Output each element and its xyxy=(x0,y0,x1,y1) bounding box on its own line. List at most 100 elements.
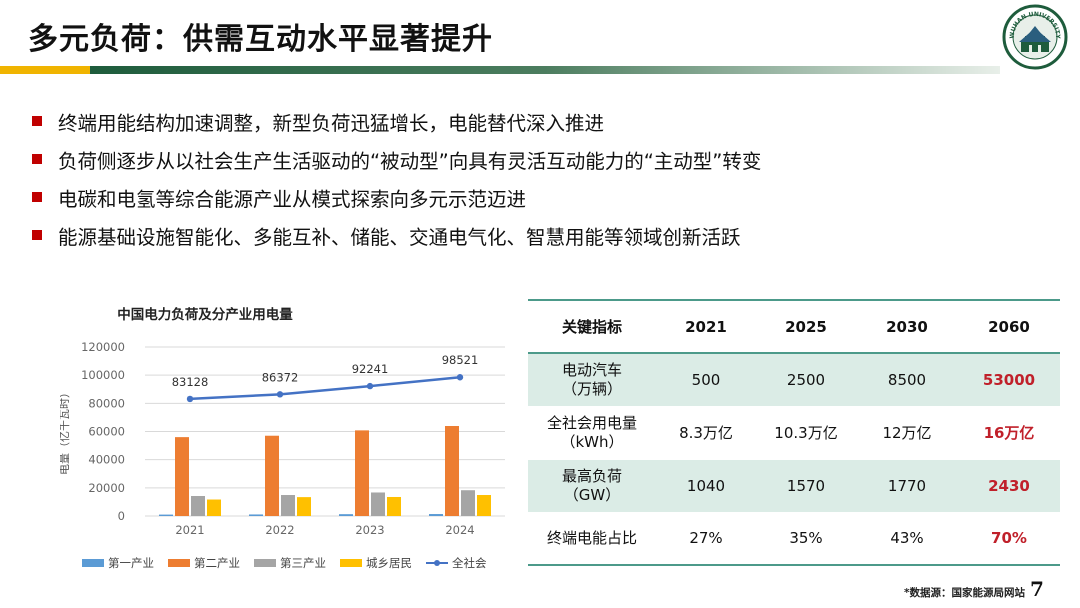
bar-第三产业 xyxy=(461,490,475,516)
chart-y-axis-label: 电量（亿千瓦时） xyxy=(60,387,71,475)
line-point xyxy=(276,391,284,398)
row-label-cell: 全社会用电量 （kWh） xyxy=(528,406,656,459)
bullet-square-icon xyxy=(32,116,42,126)
legend-swatch xyxy=(168,559,190,567)
row-label-cell: 最高负荷 （GW） xyxy=(528,459,656,512)
table-header-cell: 2060 xyxy=(958,299,1060,354)
series-line-全社会 xyxy=(189,376,461,401)
data-label: 92241 xyxy=(352,362,389,376)
bar-第一产业 xyxy=(339,514,353,516)
x-tick-label: 2021 xyxy=(175,523,204,537)
legend-label: 全社会 xyxy=(452,556,487,570)
table-cell: 500 xyxy=(656,353,756,406)
y-tick-label: 120000 xyxy=(81,340,125,354)
legend-swatch xyxy=(340,559,362,567)
bar-第一产业 xyxy=(249,514,263,516)
legend-label: 第一产业 xyxy=(108,556,154,570)
row-label-cell: 终端电能占比 xyxy=(546,528,637,547)
power-load-chart: 中国电力负荷及分产业用电量 电量（亿千瓦时） 0 20000 40000 60000 8… xyxy=(60,306,505,570)
data-source-note: *数据源：国家能源局网站 xyxy=(904,587,1025,599)
x-tick-label: 2022 xyxy=(265,523,294,537)
bullet-item: 负荷侧逐步从以社会生产生活驱动的“被动型”向具有灵活互动能力的“主动型”转变 xyxy=(32,140,761,178)
y-tick-label: 40000 xyxy=(88,453,125,467)
bar-城乡居民 xyxy=(387,496,401,516)
legend-label: 城乡居民 xyxy=(366,556,412,570)
y-tick-label: 60000 xyxy=(88,425,125,439)
table-header-cell: 2030 xyxy=(856,299,958,354)
bar-第三产业 xyxy=(371,492,385,516)
bullet-square-icon xyxy=(32,230,42,240)
key-indicator-table: 关键指标 2021 2025 2030 2060 电动汽车 （万辆） 500 25… xyxy=(528,299,1060,566)
table-cell-highlight: 16万亿 xyxy=(983,424,1035,442)
table-cell: 2500 xyxy=(756,353,856,406)
bar-第三产业 xyxy=(281,495,295,516)
bullet-text: 负荷侧逐步从以社会生产生活驱动的“被动型”向具有灵活互动能力的“主动型”转变 xyxy=(58,149,762,173)
table-header-cell: 2025 xyxy=(756,299,856,354)
table-cell: 8500 xyxy=(856,353,958,406)
bar-第二产业 xyxy=(445,426,459,516)
table-header-row: 关键指标 2021 2025 2030 2060 xyxy=(528,299,1060,354)
table-row: 终端电能占比 27% 35% 43% 70% xyxy=(528,512,1060,565)
chart-title: 中国电力负荷及分产业用电量 xyxy=(117,306,293,323)
table-cell: 1040 xyxy=(656,459,756,512)
table-cell: 8.3万亿 xyxy=(679,424,733,442)
row-label-unit: （万辆） xyxy=(561,379,622,398)
legend-swatch xyxy=(254,559,276,567)
bar-城乡居民 xyxy=(477,495,491,516)
table-cell: 43% xyxy=(890,529,924,548)
x-tick-label: 2024 xyxy=(445,523,474,537)
bullet-list: 终端用能结构加速调整，新型负荷迅猛增长，电能替代深入推进 负荷侧逐步从以社会生产… xyxy=(32,102,761,254)
row-label-unit: （GW） xyxy=(563,485,621,504)
line-point xyxy=(456,374,464,381)
legend-label: 第三产业 xyxy=(280,556,326,570)
row-label: 全社会用电量 xyxy=(546,413,637,432)
bar-第一产业 xyxy=(159,514,173,516)
bullet-text: 电碳和电氢等综合能源产业从模式探索向多元示范迈进 xyxy=(58,187,527,211)
table-header-cell: 2021 xyxy=(656,299,756,354)
row-label: 电动汽车 xyxy=(561,360,622,379)
legend-label: 第二产业 xyxy=(194,556,240,570)
bar-第二产业 xyxy=(355,430,369,516)
bullet-text: 终端用能结构加速调整，新型负荷迅猛增长，电能替代深入推进 xyxy=(58,111,605,135)
table-cell-highlight: 2430 xyxy=(958,459,1060,512)
table-row: 全社会用电量 （kWh） 8.3万亿 10.3万亿 12万亿 16万亿 xyxy=(528,406,1060,459)
row-label-cell: 电动汽车 （万辆） xyxy=(528,353,656,406)
table-cell: 35% xyxy=(789,529,823,548)
bullet-text: 能源基础设施智能化、多能互补、储能、交通电气化、智慧用能等领域创新活跃 xyxy=(58,225,741,249)
data-label: 86372 xyxy=(262,370,299,384)
table-row: 最高负荷 （GW） 1040 1570 1770 2430 xyxy=(528,459,1060,512)
bar-城乡居民 xyxy=(297,497,311,516)
table-cell: 27% xyxy=(689,529,723,548)
table-cell-highlight: 70% xyxy=(991,529,1027,548)
table-row: 电动汽车 （万辆） 500 2500 8500 53000 xyxy=(528,353,1060,406)
y-tick-label: 20000 xyxy=(88,481,125,495)
bullet-item: 终端用能结构加速调整，新型负荷迅猛增长，电能替代深入推进 xyxy=(32,102,761,140)
bullet-square-icon xyxy=(32,192,42,202)
y-tick-label: 80000 xyxy=(88,396,125,410)
bar-第三产业 xyxy=(191,496,205,516)
bar-第二产业 xyxy=(175,437,189,516)
title-underline-gold xyxy=(0,66,90,74)
table-cell: 1570 xyxy=(756,459,856,512)
table-cell: 1770 xyxy=(856,459,958,512)
page-number: 7 xyxy=(1030,577,1044,601)
data-label: 83128 xyxy=(172,375,209,389)
data-label: 98521 xyxy=(442,353,479,367)
legend-swatch xyxy=(82,559,104,567)
bar-第二产业 xyxy=(265,435,279,516)
title-underline-green xyxy=(90,66,1000,74)
table-cell-highlight: 53000 xyxy=(958,353,1060,406)
y-tick-label: 0 xyxy=(118,509,125,523)
table-header-cell: 关键指标 xyxy=(528,299,656,354)
line-point xyxy=(366,382,374,390)
row-label-unit: （kWh） xyxy=(560,432,624,451)
bullet-square-icon xyxy=(32,154,42,164)
bullet-item: 电碳和电氢等综合能源产业从模式探索向多元示范迈进 xyxy=(32,178,761,216)
line-point xyxy=(186,395,194,403)
y-tick-label: 100000 xyxy=(81,368,125,382)
legend-marker xyxy=(434,560,440,566)
bar-城乡居民 xyxy=(207,499,221,516)
bullet-item: 能源基础设施智能化、多能互补、储能、交通电气化、智慧用能等领域创新活跃 xyxy=(32,216,761,254)
slide-title: 多元负荷：供需互动水平显著提升 xyxy=(28,22,493,57)
university-seal-icon: WUHAN UNIVERSITY xyxy=(1002,4,1068,70)
